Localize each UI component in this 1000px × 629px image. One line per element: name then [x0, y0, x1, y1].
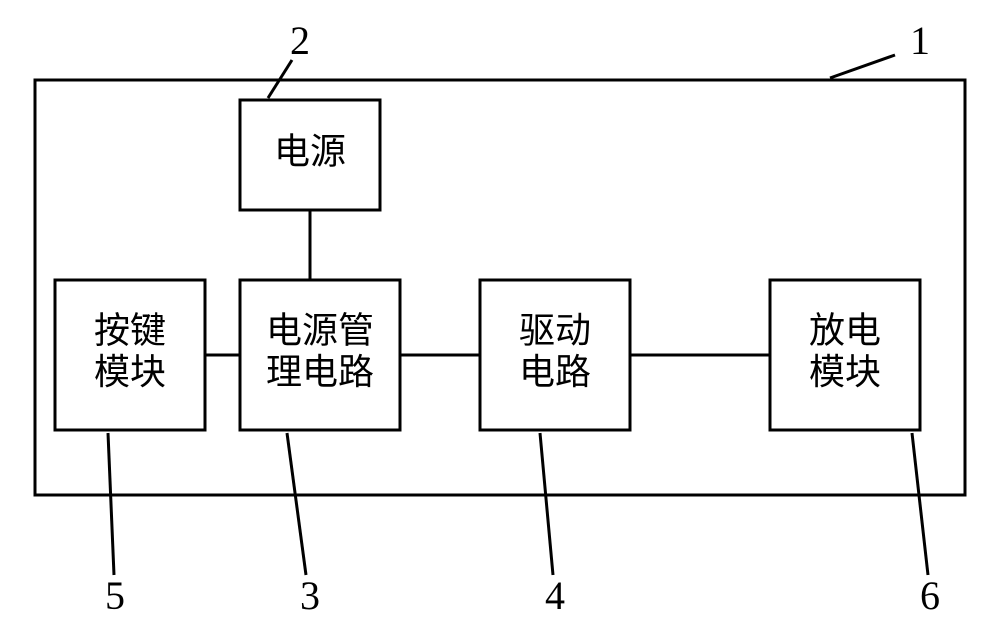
leader-line	[830, 55, 895, 78]
block-label-line1: 放电	[809, 310, 881, 350]
leader-number: 1	[910, 18, 930, 63]
leader-number: 6	[920, 573, 940, 618]
leader-number: 3	[300, 573, 320, 618]
block-label-line2: 电路	[519, 352, 591, 392]
block-discharge_mod: 放电模块	[770, 280, 920, 430]
block-pm_circuit: 电源管理电路	[240, 280, 400, 430]
leader-number: 2	[290, 18, 310, 63]
block-label-line1: 电源管	[266, 310, 374, 350]
leader-1: 1	[830, 18, 930, 78]
leader-number: 4	[545, 573, 565, 618]
block-label-line2: 理电路	[266, 352, 374, 392]
block-label-line2: 模块	[94, 352, 166, 392]
block-label: 电源	[274, 131, 346, 171]
block-diagram: 电源按键模块电源管理电路驱动电路放电模块123456	[0, 0, 1000, 629]
leader-number: 5	[105, 573, 125, 618]
block-label-line1: 驱动	[519, 310, 591, 350]
block-power: 电源	[240, 100, 380, 210]
block-label-line1: 按键	[94, 310, 166, 350]
block-drive_circuit: 驱动电路	[480, 280, 630, 430]
block-button_mod: 按键模块	[55, 280, 205, 430]
block-label-line2: 模块	[809, 352, 881, 392]
